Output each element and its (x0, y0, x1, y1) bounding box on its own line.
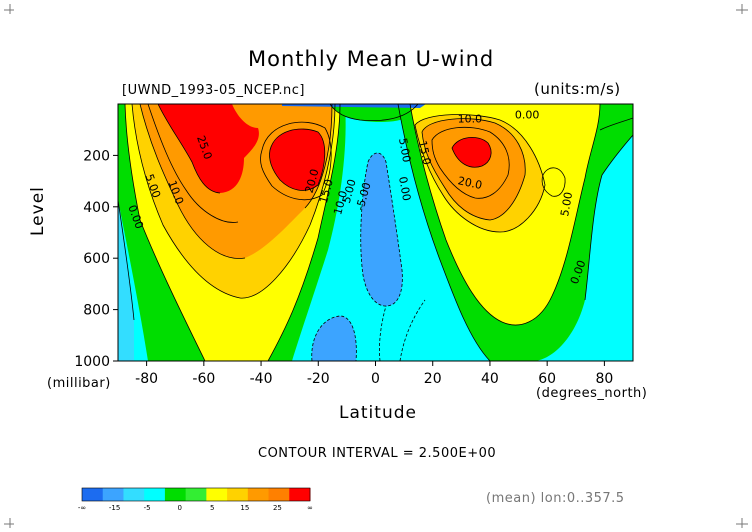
colorbar-tick-label: -15 (109, 504, 120, 512)
fill-stratosphere-top (282, 104, 426, 108)
colorbar-swatch (164, 488, 187, 501)
colorbar-swatch (123, 488, 145, 501)
colorbar-tick-label: 0 (177, 504, 181, 512)
corner-mark-top-left (4, 4, 14, 14)
colorbar-swatch (247, 488, 270, 501)
colorbar: -∞ -15 -5 0 5 15 25 ∞ (78, 487, 313, 512)
contour-label: 15.0 (416, 139, 434, 166)
colorbar-swatch (206, 488, 228, 501)
colorbar-tick-label: 5 (210, 504, 214, 512)
contour-label: 10.0 (458, 112, 483, 125)
fill-10-nh-subtropics (542, 167, 566, 197)
fill-25-sh-core (158, 104, 259, 193)
y-axis-title: Level (28, 186, 48, 236)
corner-mark-bottom-right (736, 518, 748, 528)
contour-label: 0.00 (396, 176, 413, 202)
corner-mark-bottom-left (4, 518, 14, 528)
contour-label: 5.00 (340, 178, 359, 205)
x-axis-unit: (degrees_north) (536, 386, 648, 401)
y-axis-ticks: 200 400 600 800 1000 (74, 148, 118, 370)
fill-neg5-lower (311, 316, 357, 361)
fill-20-nh (422, 118, 526, 220)
colorbar-tick-label: -∞ (78, 504, 86, 512)
contour-label: 20.0 (457, 174, 484, 192)
colorbar-swatch (82, 488, 104, 501)
x-tick-label: 80 (595, 371, 613, 387)
footnote-mean-lon: (mean) lon:0..357.5 (486, 491, 625, 506)
x-tick-label: 0 (371, 371, 380, 387)
colorbar-tick-label: 15 (240, 504, 249, 512)
contour-label: 15.0 (317, 178, 336, 205)
colorbar-frame (81, 487, 311, 502)
colorbar-swatch (185, 488, 207, 501)
x-axis-title: Latitude (339, 403, 417, 423)
contour-plot-area: 10.0 0.005.000.0015.020.05.000.00-5.0025.… (118, 104, 633, 361)
x-tick-label: -60 (192, 371, 215, 387)
x-tick-label: 40 (481, 371, 499, 387)
contour-label: 10.0 (331, 189, 350, 216)
contour-label: 20.0 (303, 167, 322, 194)
contour-interval-text: CONTOUR INTERVAL = 2.500E+00 (258, 446, 497, 461)
colorbar-tick-label: -5 (144, 504, 151, 512)
fill-neg5-equator (360, 153, 403, 306)
x-tick-label: 20 (424, 371, 442, 387)
x-tick-label: -80 (135, 371, 158, 387)
y-tick-label: 200 (83, 148, 110, 164)
y-tick-label: 400 (83, 200, 110, 216)
colorbar-swatch (227, 488, 249, 501)
fill-25-sh-secondary (269, 129, 325, 191)
colorbar-swatch (144, 488, 166, 501)
colorbar-swatch (102, 488, 124, 501)
colorbar-tick-label: ∞ (307, 504, 313, 512)
x-axis-ticks: -80 -60 -40 -20 0 20 40 60 80 (135, 361, 613, 387)
units-label: (units:m/s) (534, 80, 621, 98)
y-tick-label: 800 (83, 303, 110, 319)
colorbar-swatch (268, 488, 290, 501)
contour-lines (118, 104, 633, 361)
fill-neg2-left (118, 200, 134, 361)
dataset-label: [UWND_1993-05_NCEP.nc] (122, 83, 305, 98)
contour-label: 5.00 (396, 137, 413, 163)
colorbar-tick-label: 25 (273, 504, 282, 512)
x-tick-label: -40 (250, 371, 273, 387)
y-tick-label: 600 (83, 251, 110, 267)
x-tick-label: -20 (307, 371, 330, 387)
fill-25-nh-core (452, 137, 492, 168)
colorbar-swatch (289, 488, 311, 501)
y-axis-unit: (millibar) (47, 376, 111, 391)
chart-title: Monthly Mean U-wind (248, 47, 495, 71)
corner-marks (4, 4, 748, 528)
contour-label: 5.00 (558, 191, 575, 217)
x-tick-label: 60 (538, 371, 556, 387)
y-tick-label: 1000 (74, 354, 110, 370)
corner-mark-top-right (736, 4, 748, 14)
contour-label: 0.00 (515, 109, 540, 122)
